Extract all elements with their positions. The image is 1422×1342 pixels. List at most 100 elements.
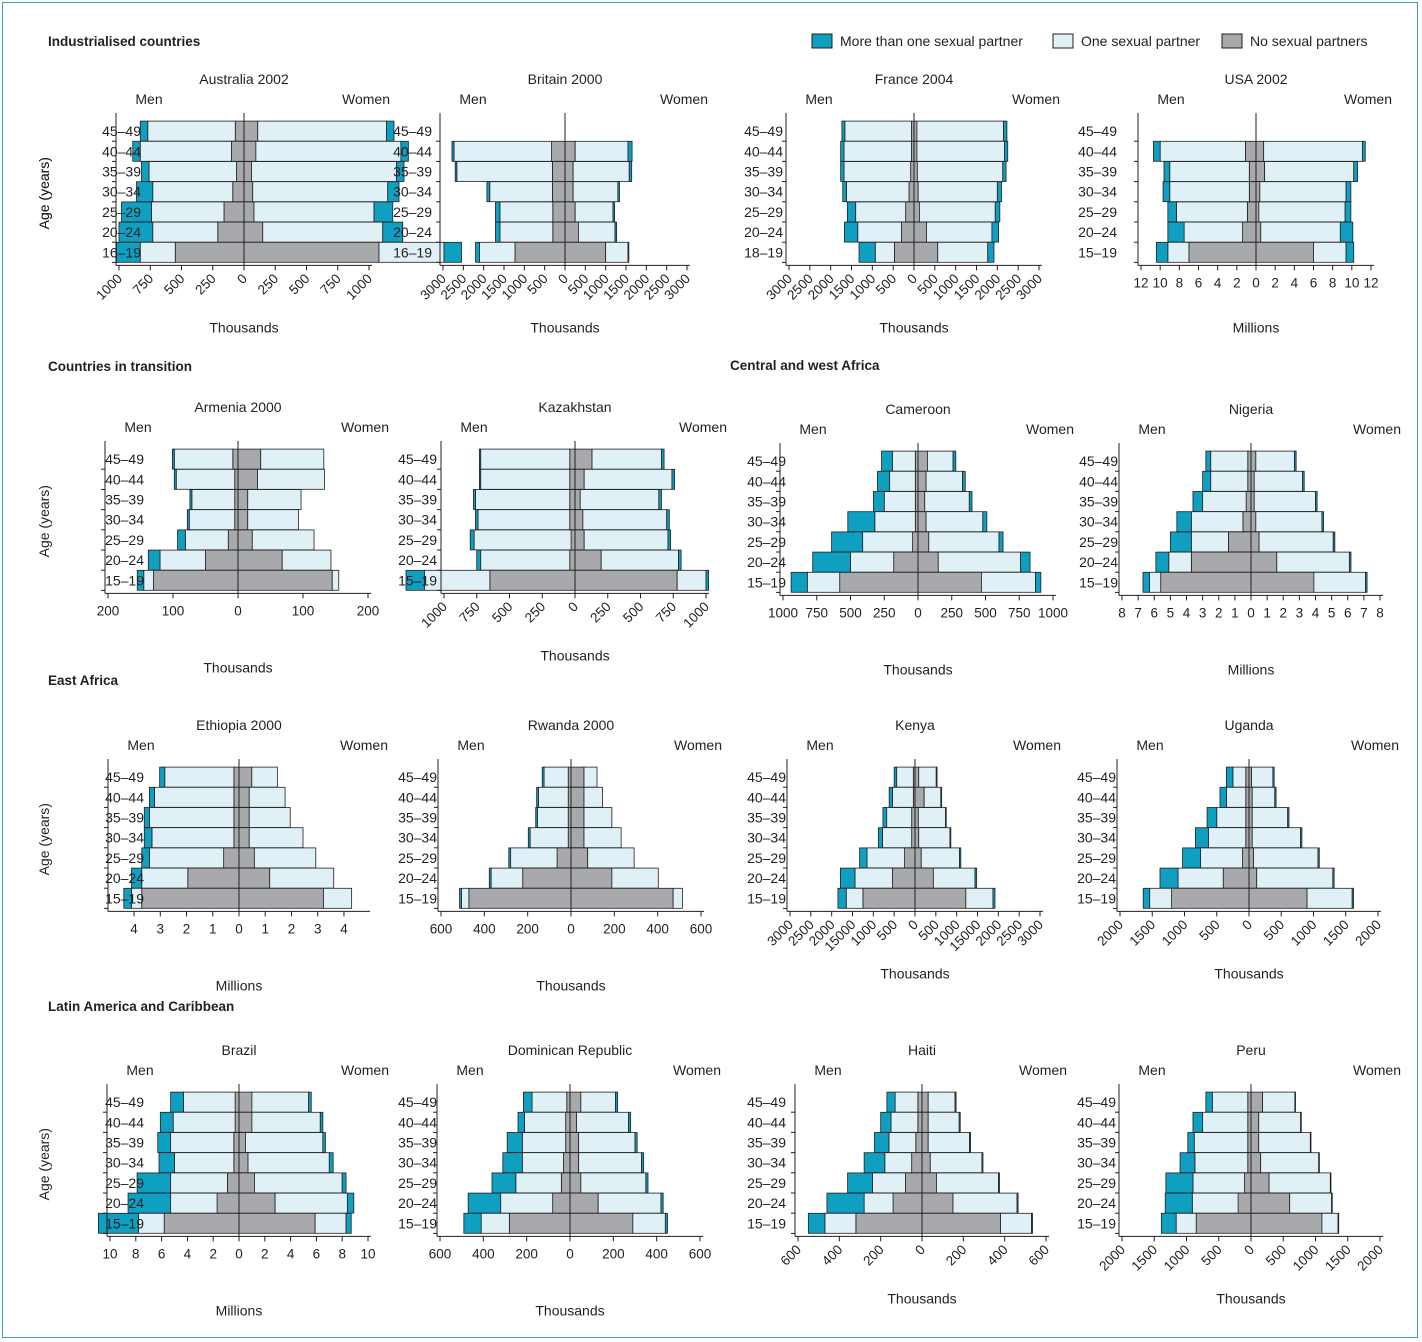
bar-men-one bbox=[154, 786, 235, 808]
x-tick-label: 4 bbox=[1183, 605, 1191, 620]
bar-women-one bbox=[605, 241, 629, 263]
bar-men-one bbox=[184, 529, 229, 551]
bar-men-multiple bbox=[807, 1212, 826, 1234]
age-tick-label: 20–24 bbox=[105, 552, 144, 568]
bar-women-multiple bbox=[658, 489, 662, 510]
bar-women-none bbox=[1250, 1212, 1323, 1234]
bar-women-none bbox=[243, 241, 380, 263]
bar-men-multiple bbox=[1169, 531, 1192, 553]
x-tick-label: 400 bbox=[984, 1242, 1011, 1269]
bar-women-one bbox=[245, 1132, 324, 1153]
bar-women-multiple bbox=[1302, 470, 1305, 492]
bar-men-one bbox=[886, 807, 913, 828]
bar-men-multiple bbox=[841, 120, 846, 142]
bar-women-multiple bbox=[996, 181, 1002, 203]
bar-men-one bbox=[894, 1091, 919, 1113]
bar-men-none bbox=[901, 221, 915, 243]
bar-men-multiple bbox=[847, 1172, 873, 1194]
x-tick-label: 12 bbox=[1133, 275, 1148, 290]
bar-men-none bbox=[1242, 221, 1257, 243]
bar-men-multiple bbox=[170, 1091, 184, 1113]
bar-men-multiple bbox=[893, 766, 898, 788]
panel-title: Uganda bbox=[1224, 717, 1273, 733]
legend-label-multiple: More than one sexual partner bbox=[840, 33, 1023, 49]
bar-women-one bbox=[583, 786, 603, 808]
bar-men-none bbox=[911, 1152, 923, 1174]
bar-men-none bbox=[908, 181, 915, 203]
age-tick-label: 15–19 bbox=[105, 890, 144, 906]
bar-men-none bbox=[917, 1091, 923, 1113]
x-tick-label: 12 bbox=[1363, 275, 1378, 290]
section-title-transition: Countries in transition bbox=[48, 359, 192, 374]
bar-women-one bbox=[1258, 201, 1346, 223]
bar-women-none bbox=[237, 549, 283, 571]
age-tick-label: 15–19 bbox=[105, 572, 144, 588]
bar-men-multiple bbox=[1167, 221, 1185, 243]
bar-women-none bbox=[569, 1152, 580, 1174]
bar-men-multiple bbox=[844, 221, 859, 243]
bar-women-none bbox=[917, 450, 928, 472]
bar-women-multiple bbox=[969, 1132, 971, 1153]
panel-title: Kenya bbox=[895, 717, 935, 733]
bar-men-none bbox=[1188, 241, 1257, 263]
bar-men-one bbox=[510, 847, 558, 869]
bar-women-none bbox=[238, 1212, 316, 1234]
bar-women-multiple bbox=[386, 120, 395, 142]
bar-men-multiple bbox=[454, 161, 458, 182]
bar-women-none bbox=[917, 571, 982, 593]
bar-men-multiple bbox=[141, 161, 150, 182]
bar-women-one bbox=[600, 549, 679, 571]
bar-men-one bbox=[1216, 807, 1247, 828]
bar-women-one bbox=[587, 847, 635, 869]
bar-men-one bbox=[148, 807, 235, 828]
bar-men-multiple bbox=[873, 491, 885, 512]
age-tick-label: 25–29 bbox=[747, 534, 786, 550]
age-tick-label: 15–19 bbox=[398, 890, 437, 906]
bar-men-multiple bbox=[189, 489, 193, 510]
men-label: Men bbox=[806, 737, 833, 753]
bar-men-multiple bbox=[1176, 511, 1192, 533]
bar-men-multiple bbox=[177, 529, 186, 551]
bar-women-multiple bbox=[666, 509, 670, 531]
bar-men-multiple bbox=[527, 827, 531, 849]
bar-men-multiple bbox=[405, 569, 425, 591]
bar-men-none bbox=[560, 1172, 571, 1194]
age-tick-label: 35–39 bbox=[398, 810, 437, 826]
age-tick-label: 20–24 bbox=[393, 224, 432, 240]
age-tick-label: 25–29 bbox=[747, 850, 786, 866]
bar-women-none bbox=[917, 531, 930, 553]
x-axis-unit-label: Thousands bbox=[535, 1302, 604, 1318]
bar-men-multiple bbox=[1226, 766, 1234, 788]
bar-women-multiple bbox=[1004, 140, 1009, 162]
bar-women-none bbox=[238, 827, 250, 849]
bar-men-multiple bbox=[812, 551, 851, 573]
age-tick-label: 30–34 bbox=[398, 512, 437, 528]
pyramid-panel: Dominican Republic Men Women 15–19 20–24 25–2… bbox=[398, 1042, 721, 1318]
bar-women-one bbox=[580, 1091, 616, 1113]
bar-women-one bbox=[1256, 867, 1334, 889]
x-tick-label: 1000 bbox=[1161, 1242, 1193, 1274]
pyramid-panel: Armenia 2000 Men Women 15–19 20–24 25–29 30–34… bbox=[36, 399, 389, 675]
bar-women-one bbox=[269, 867, 335, 889]
age-tick-label: 15–19 bbox=[1077, 890, 1116, 906]
x-tick-label: 6 bbox=[313, 1246, 321, 1261]
age-tick-label: 20–24 bbox=[105, 1195, 144, 1211]
age-tick-label: 25–29 bbox=[398, 532, 437, 548]
bar-women-one bbox=[576, 1111, 629, 1133]
bar-men-none bbox=[1195, 1212, 1252, 1234]
women-label: Women bbox=[1019, 1062, 1067, 1078]
bar-men-multiple bbox=[475, 241, 480, 263]
age-tick-label: 20–24 bbox=[1077, 1195, 1116, 1211]
x-tick-label: 1 bbox=[209, 921, 217, 936]
x-tick-label: 3 bbox=[1296, 605, 1304, 620]
bar-men-none bbox=[1160, 571, 1252, 593]
bar-women-one bbox=[247, 509, 299, 531]
bar-women-one bbox=[937, 241, 989, 263]
bar-men-multiple bbox=[1179, 1152, 1196, 1174]
bar-men-none bbox=[233, 1132, 240, 1153]
bar-women-none bbox=[1250, 1172, 1270, 1194]
bar-women-none bbox=[914, 867, 934, 889]
bar-women-multiple bbox=[991, 221, 999, 243]
bar-men-none bbox=[915, 1132, 923, 1153]
age-tick-label: 40–44 bbox=[398, 789, 437, 805]
